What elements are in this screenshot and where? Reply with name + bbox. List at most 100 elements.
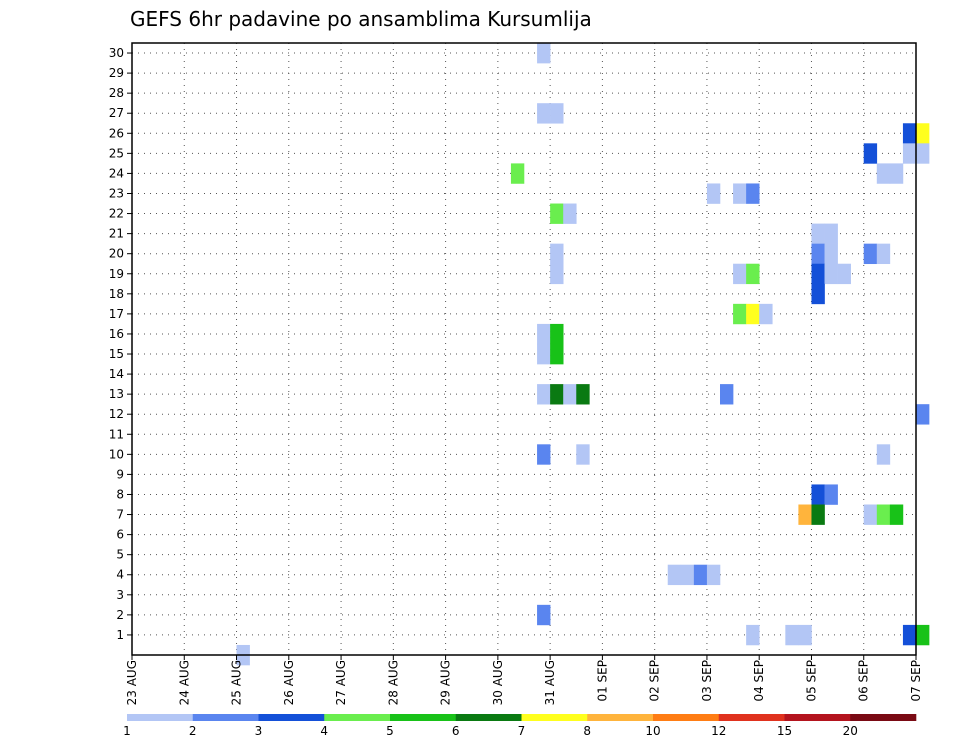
colorbar-swatch — [390, 714, 457, 721]
precip-cell — [550, 323, 564, 345]
colorbar-swatch — [653, 714, 720, 721]
precip-cell — [576, 384, 590, 405]
precip-cell — [811, 283, 825, 305]
precip-cell — [537, 323, 551, 345]
precip-cell — [746, 263, 760, 285]
colorbar-swatch — [324, 714, 391, 721]
x-axis: 23 AUG 24 AUG 25 AUG 26 AUG 27 AUG 28 AUG 29 A… — [125, 655, 923, 705]
y-tick-label: 23 — [109, 186, 124, 200]
precip-cell — [550, 203, 564, 224]
precip-cell — [733, 303, 747, 325]
precip-cell — [824, 263, 838, 285]
precip-cell — [798, 624, 812, 646]
colorbar-label: 4 — [320, 724, 328, 738]
precip-cell — [720, 384, 734, 405]
precip-cell — [902, 624, 917, 646]
x-tick-label: 03 SEP — [700, 660, 714, 702]
precip-cell — [824, 243, 838, 265]
precip-cell — [550, 103, 564, 124]
precip-cell — [824, 484, 838, 505]
colorbar-label: 6 — [452, 724, 460, 738]
x-tick-label: 28 AUG — [386, 660, 400, 705]
y-tick-label: 30 — [109, 46, 124, 60]
x-tick-label: 23 AUG — [125, 660, 139, 705]
precip-cell — [550, 384, 564, 405]
precip-cell — [733, 183, 747, 204]
colorbar: 1 2 3 4 5 6 7 8 10 12 15 20 — [123, 714, 917, 738]
x-tick-label: 25 AUG — [230, 660, 244, 705]
y-tick-label: 8 — [116, 487, 124, 501]
colorbar-label: 10 — [645, 724, 660, 738]
colorbar-label: 2 — [189, 724, 197, 738]
x-tick-label: 07 SEP — [909, 660, 923, 702]
precip-cell — [576, 444, 590, 465]
precip-cell — [811, 504, 825, 525]
y-tick-label: 12 — [109, 407, 124, 421]
colorbar-swatch — [718, 714, 785, 721]
y-tick-label: 24 — [109, 166, 124, 180]
precip-cell — [537, 103, 551, 124]
y-tick-label: 6 — [116, 528, 124, 542]
y-tick-label: 7 — [116, 508, 124, 522]
precip-cell — [537, 444, 551, 465]
precip-cell — [902, 123, 917, 144]
precip-cell — [746, 624, 760, 646]
y-tick-label: 3 — [116, 588, 124, 602]
y-tick-label: 1 — [116, 628, 124, 642]
x-tick-label: 06 SEP — [857, 660, 871, 702]
colorbar-swatch — [192, 714, 259, 721]
precip-cell — [563, 203, 577, 224]
precip-cell — [537, 43, 551, 64]
precip-cell — [889, 504, 904, 525]
x-tick-label: 29 AUG — [439, 660, 453, 705]
colorbar-label: 20 — [843, 724, 858, 738]
colorbar-label: 3 — [255, 724, 263, 738]
y-tick-label: 18 — [109, 287, 124, 301]
colorbar-swatch — [521, 714, 588, 721]
y-tick-label: 13 — [109, 387, 124, 401]
y-tick-label: 17 — [109, 307, 124, 321]
x-tick-label: 04 SEP — [752, 660, 766, 702]
x-tick-label: 02 SEP — [648, 660, 662, 702]
precip-cell — [824, 223, 838, 244]
colorbar-swatch — [127, 714, 194, 721]
precip-cell — [510, 163, 525, 184]
y-tick-label: 26 — [109, 126, 124, 140]
y-tick-label: 4 — [116, 568, 124, 582]
precip-cell — [733, 263, 747, 285]
precip-cell — [550, 263, 564, 285]
colorbar-label: 8 — [583, 724, 591, 738]
precip-cell — [785, 624, 799, 646]
precip-cell — [706, 183, 721, 204]
x-tick-label: 24 AUG — [177, 660, 191, 705]
colorbar-label: 7 — [518, 724, 526, 738]
precip-cell — [550, 243, 564, 265]
y-tick-label: 29 — [109, 66, 124, 80]
y-tick-label: 15 — [109, 347, 124, 361]
plot-frame — [131, 42, 917, 656]
precip-cell — [863, 504, 878, 525]
precip-cell — [902, 143, 917, 164]
precip-cell — [759, 303, 773, 325]
y-tick-label: 14 — [109, 367, 124, 381]
colorbar-swatch — [784, 714, 851, 721]
precip-cell — [680, 564, 695, 586]
precip-cell — [537, 604, 551, 626]
colorbar-swatch — [850, 714, 917, 721]
precip-cell — [837, 263, 851, 285]
precip-cell — [798, 504, 812, 525]
colorbar-label: 5 — [386, 724, 394, 738]
precip-cell — [916, 143, 930, 164]
y-tick-label: 19 — [109, 267, 124, 281]
precip-cell — [550, 343, 564, 365]
y-tick-label: 11 — [109, 427, 124, 441]
y-tick-label: 20 — [109, 247, 124, 261]
y-tick-label: 22 — [109, 207, 124, 221]
y-tick-label: 16 — [109, 327, 124, 341]
x-tick-label: 01 SEP — [595, 660, 609, 702]
y-tick-label: 25 — [109, 146, 124, 160]
y-tick-label: 21 — [109, 227, 124, 241]
colorbar-label: 1 — [123, 724, 131, 738]
colorbar-label: 12 — [711, 724, 726, 738]
